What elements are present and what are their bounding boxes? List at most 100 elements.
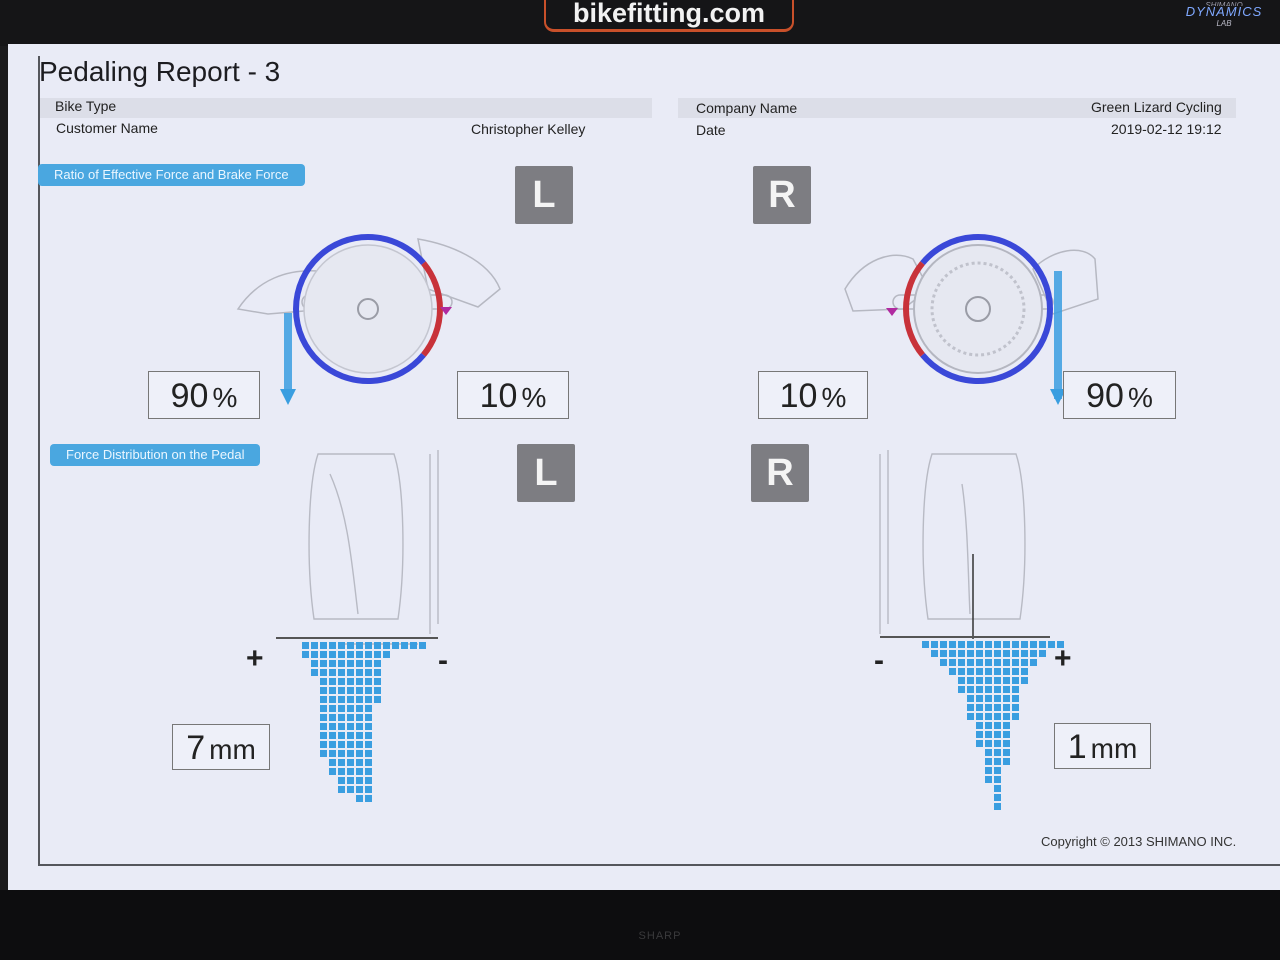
histogram-cell <box>1012 650 1019 657</box>
histogram-cell <box>365 786 372 793</box>
report-frame <box>38 56 1280 866</box>
histogram-cell <box>949 668 956 675</box>
histogram-cell <box>985 749 992 756</box>
histogram-cell <box>1003 668 1010 675</box>
histogram-cell <box>365 651 372 658</box>
histogram-cell <box>976 641 983 648</box>
histogram-cell <box>967 668 974 675</box>
histogram-cell <box>365 732 372 739</box>
histogram-cell <box>1021 641 1028 648</box>
histogram-cell <box>365 795 372 802</box>
histogram-cell <box>338 741 345 748</box>
histogram-cell <box>329 732 336 739</box>
histogram-cell <box>365 759 372 766</box>
brand-logo-line1: SHIMANO <box>1205 1 1243 6</box>
histogram-cell <box>365 687 372 694</box>
histogram-cell <box>1030 650 1037 657</box>
customer-name-label: Customer Name <box>56 120 158 136</box>
histogram-cell <box>365 696 372 703</box>
histogram-cell <box>356 705 363 712</box>
histogram-cell <box>347 696 354 703</box>
distribution-left-badge: L <box>517 444 575 502</box>
histogram-cell <box>994 704 1001 711</box>
histogram-cell <box>329 750 336 757</box>
date-value: 2019-02-12 19:12 <box>1111 121 1222 137</box>
histogram-cell <box>374 642 381 649</box>
histogram-cell <box>958 659 965 666</box>
histogram-cell <box>356 660 363 667</box>
histogram-cell <box>967 695 974 702</box>
right-distribution-diagram <box>879 450 1064 810</box>
histogram-cell <box>365 777 372 784</box>
site-title: bikefitting.com <box>544 0 794 32</box>
histogram-cell <box>967 659 974 666</box>
histogram-cell <box>329 768 336 775</box>
histogram-cell <box>320 750 327 757</box>
histogram-cell <box>320 741 327 748</box>
histogram-cell <box>1012 641 1019 648</box>
page-title: Pedaling Report - 3 <box>39 56 281 87</box>
histogram-cell <box>985 722 992 729</box>
ratio-left-badge: L <box>515 166 573 224</box>
histogram-cell <box>392 642 399 649</box>
histogram-cell <box>338 660 345 667</box>
histogram-cell <box>347 732 354 739</box>
left-offset-unit: mm <box>209 734 256 765</box>
histogram-cell <box>976 668 983 675</box>
right-crank-diagram <box>844 234 1099 405</box>
left-distribution-diagram <box>276 450 439 802</box>
histogram-cell <box>356 696 363 703</box>
histogram-cell <box>985 740 992 747</box>
histogram-cell <box>976 740 983 747</box>
left-crank-diagram <box>236 234 501 405</box>
histogram-cell <box>985 776 992 783</box>
left-effective-value-box: 90% <box>148 371 260 419</box>
histogram-cell <box>338 786 345 793</box>
histogram-cell <box>1012 704 1019 711</box>
histogram-cell <box>347 678 354 685</box>
histogram-cell <box>320 678 327 685</box>
histogram-cell <box>1057 641 1064 648</box>
histogram-cell <box>1003 749 1010 756</box>
histogram-cell <box>356 714 363 721</box>
histogram-cell <box>1003 650 1010 657</box>
right-histogram <box>922 641 1064 810</box>
left-brake-unit: % <box>521 382 547 413</box>
histogram-cell <box>347 687 354 694</box>
histogram-cell <box>1021 659 1028 666</box>
histogram-cell <box>1003 713 1010 720</box>
histogram-cell <box>311 651 318 658</box>
right-brake-value-box: 10% <box>758 371 868 419</box>
histogram-cell <box>329 741 336 748</box>
histogram-cell <box>967 650 974 657</box>
histogram-cell <box>976 704 983 711</box>
histogram-cell <box>1003 731 1010 738</box>
histogram-cell <box>347 660 354 667</box>
right-force-column <box>1050 271 1066 405</box>
histogram-cell <box>976 731 983 738</box>
histogram-cell <box>976 659 983 666</box>
histogram-cell <box>365 642 372 649</box>
histogram-cell <box>985 713 992 720</box>
customer-name-value: Christopher Kelley <box>471 121 586 137</box>
histogram-cell <box>1003 641 1010 648</box>
histogram-cell <box>347 714 354 721</box>
histogram-cell <box>1003 704 1010 711</box>
histogram-cell <box>985 641 992 648</box>
histogram-cell <box>1012 668 1019 675</box>
histogram-cell <box>356 669 363 676</box>
histogram-cell <box>976 722 983 729</box>
histogram-cell <box>985 668 992 675</box>
histogram-cell <box>976 677 983 684</box>
histogram-cell <box>985 686 992 693</box>
histogram-cell <box>967 677 974 684</box>
histogram-cell <box>967 641 974 648</box>
histogram-cell <box>985 677 992 684</box>
info-bar-right <box>678 98 1236 118</box>
right-brake-value: 10 <box>779 377 818 415</box>
histogram-cell <box>329 705 336 712</box>
histogram-cell <box>994 776 1001 783</box>
histogram-cell <box>338 723 345 730</box>
histogram-cell <box>994 713 1001 720</box>
left-offset-value-box: 7 mm <box>172 724 270 770</box>
